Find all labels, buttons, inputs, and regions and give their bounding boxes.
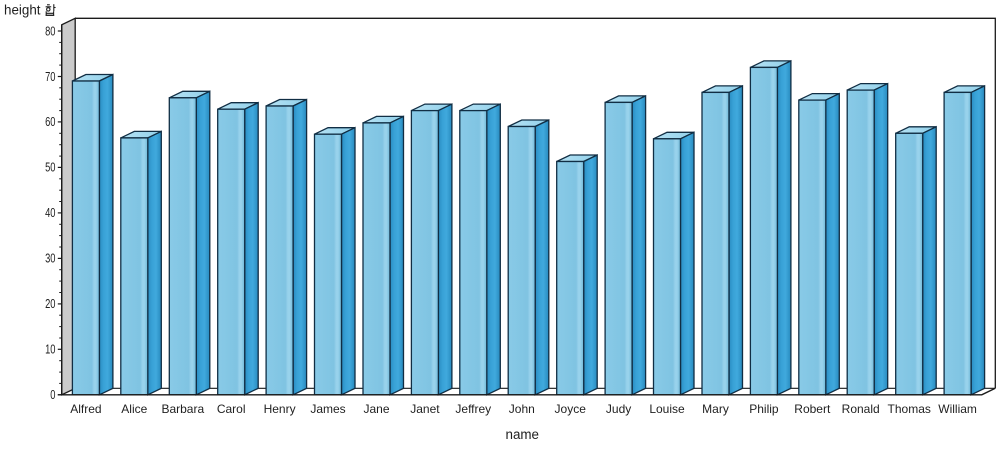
svg-text:20: 20 xyxy=(45,296,55,311)
svg-text:70: 70 xyxy=(45,69,55,84)
svg-text:80: 80 xyxy=(45,23,55,38)
svg-text:James: James xyxy=(310,402,345,416)
svg-text:Carol: Carol xyxy=(217,402,246,416)
svg-text:height: height xyxy=(4,3,41,18)
svg-text:Jeffrey: Jeffrey xyxy=(455,402,491,416)
svg-text:Joyce: Joyce xyxy=(555,402,587,416)
svg-text:Louise: Louise xyxy=(649,402,685,416)
svg-text:Alice: Alice xyxy=(121,402,147,416)
svg-text:Judy: Judy xyxy=(606,402,631,416)
svg-text:name: name xyxy=(506,427,540,442)
svg-text:John: John xyxy=(509,402,535,416)
svg-text:Thomas: Thomas xyxy=(888,402,931,416)
svg-text:Janet: Janet xyxy=(410,402,440,416)
svg-text:Philip: Philip xyxy=(749,402,779,416)
svg-text:Jane: Jane xyxy=(363,402,389,416)
svg-text:0: 0 xyxy=(50,387,55,402)
svg-text:40: 40 xyxy=(45,205,55,220)
svg-text:Alfred: Alfred xyxy=(70,402,101,416)
svg-text:Henry: Henry xyxy=(264,402,296,416)
svg-text:Barbara: Barbara xyxy=(161,402,204,416)
svg-text:10: 10 xyxy=(45,342,55,357)
svg-text:30: 30 xyxy=(45,251,55,266)
svg-text:Robert: Robert xyxy=(794,402,831,416)
svg-text:Ronald: Ronald xyxy=(842,402,880,416)
svg-text:60: 60 xyxy=(45,114,55,129)
svg-text:Mary: Mary xyxy=(702,402,729,416)
svg-text:50: 50 xyxy=(45,160,55,175)
svg-text:William: William xyxy=(938,402,977,416)
